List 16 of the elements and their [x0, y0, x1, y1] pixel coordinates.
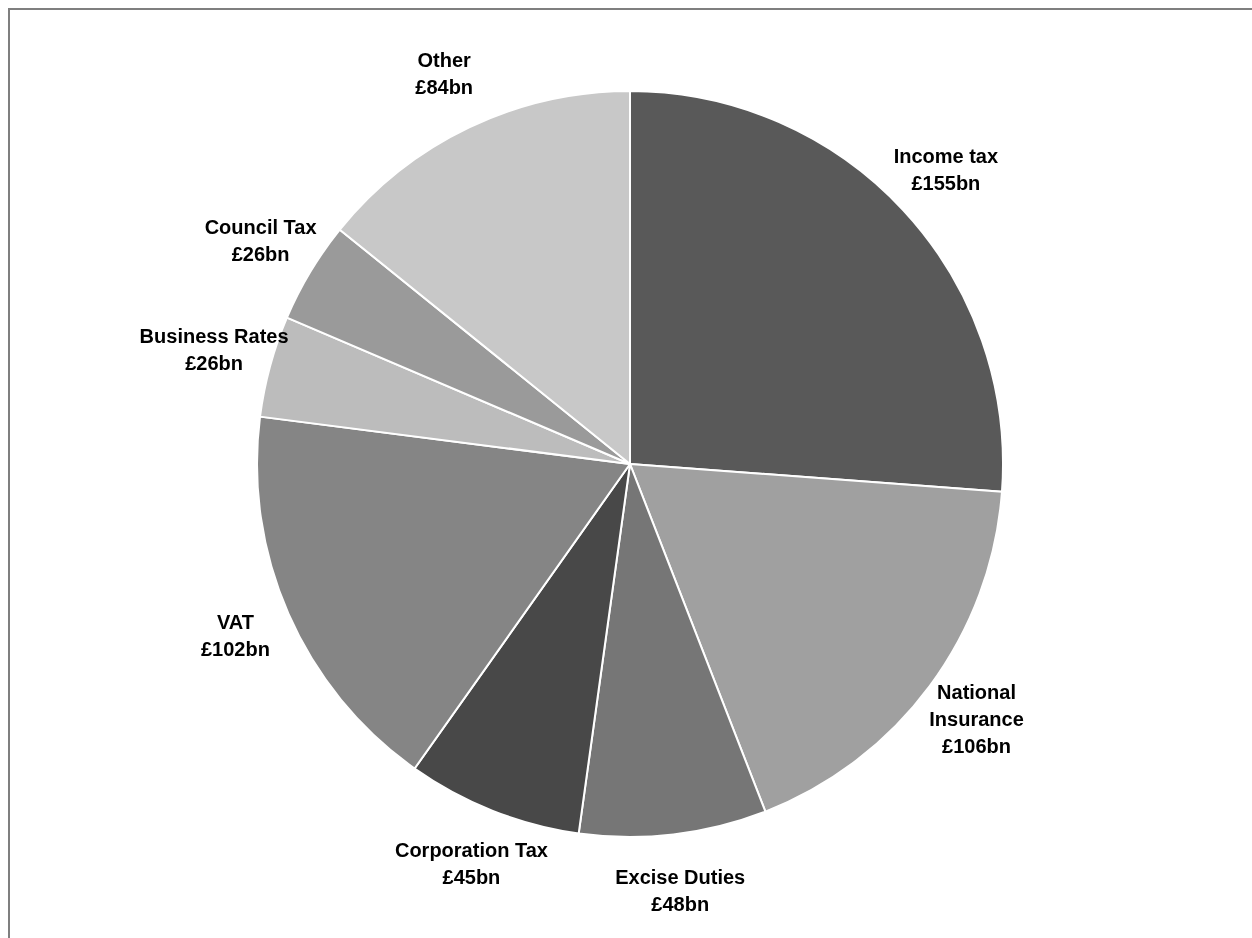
- data-label: £48bn: [651, 893, 710, 916]
- slice-label: Income tax: [893, 144, 999, 167]
- data-label: £84bn: [415, 76, 474, 99]
- slice-label: Excise Duties: [615, 866, 746, 889]
- slice-label: National Insurance: [929, 680, 1024, 730]
- slice-label: Business Rates: [139, 324, 289, 347]
- data-label: £102bn: [200, 638, 270, 661]
- slice-label: Corporation Tax: [394, 838, 548, 861]
- data-label: £26bn: [185, 351, 243, 374]
- data-label: £106bn: [942, 734, 1011, 757]
- slice-label: Other: [417, 49, 472, 72]
- slice-label: VAT: [216, 611, 254, 634]
- slice-label: Council Tax: [204, 215, 317, 238]
- data-label: £45bn: [442, 865, 501, 888]
- data-label: £26bn: [231, 242, 290, 265]
- data-label: £155bn: [911, 171, 981, 194]
